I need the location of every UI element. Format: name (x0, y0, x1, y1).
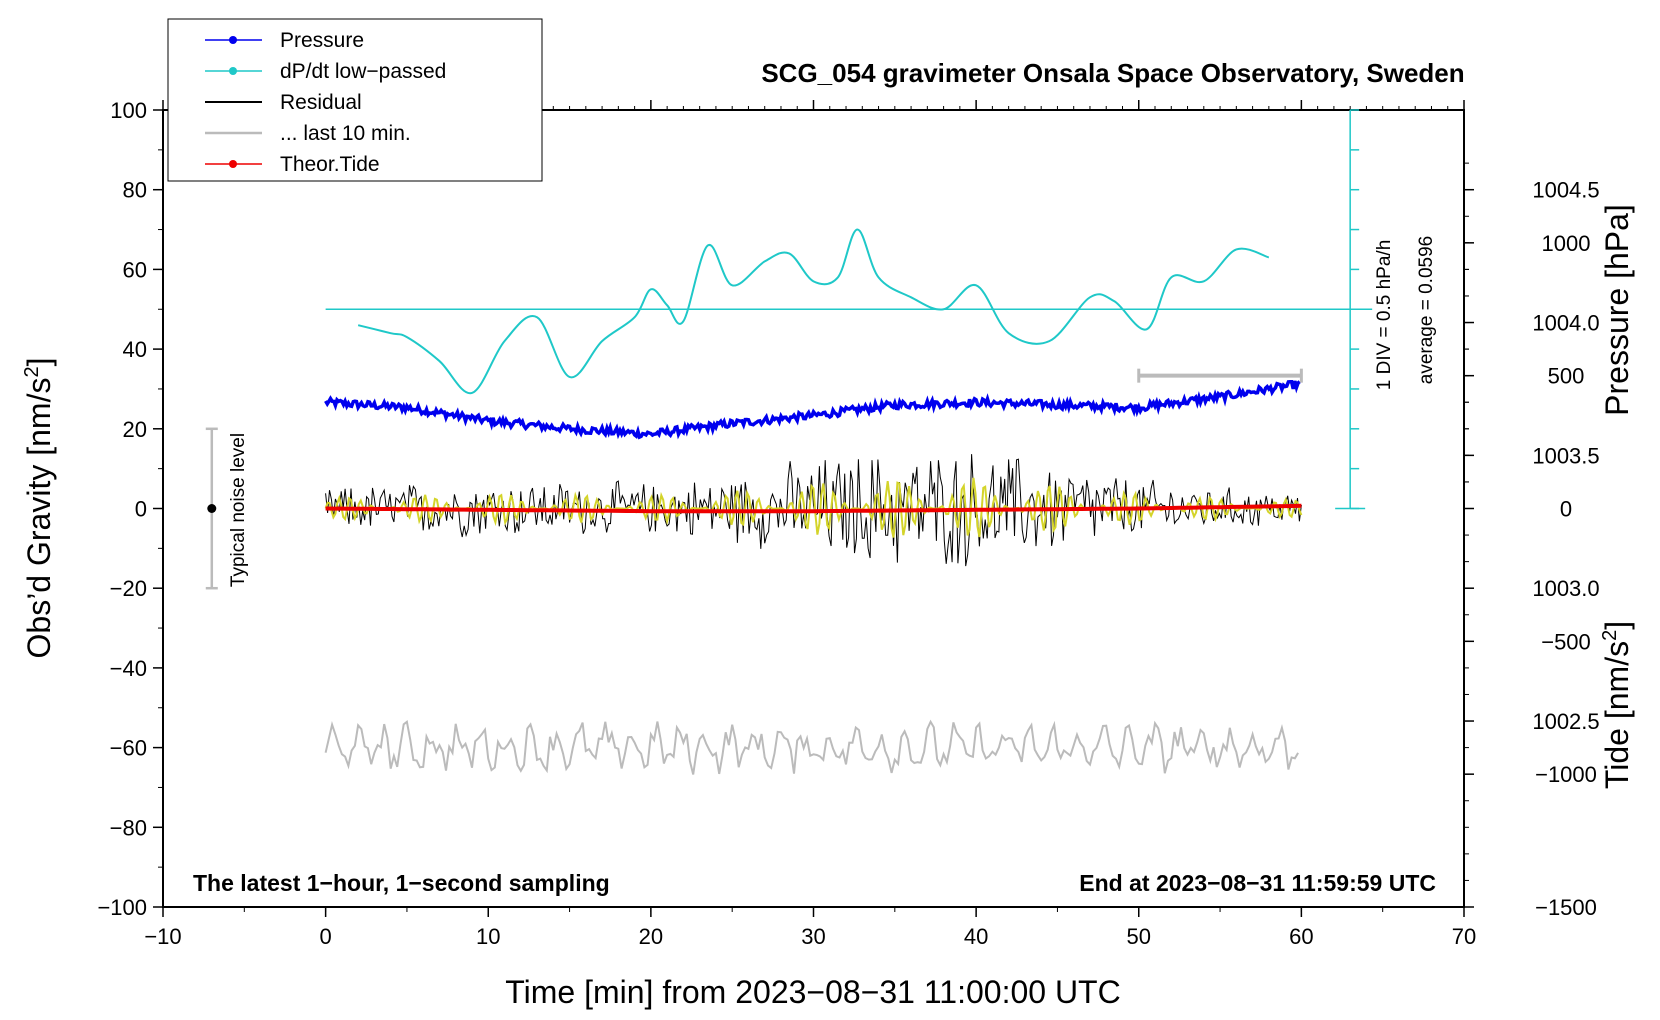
last10-line (324, 719, 1299, 775)
legend-label: dP/dt low−passed (280, 60, 446, 83)
legend-label: Pressure (280, 29, 364, 52)
legend-label: Residual (280, 91, 362, 114)
x-tick-label: 30 (801, 924, 825, 949)
y-tick-label: −60 (110, 736, 147, 761)
axis-ticks: −10 0 10 20 30 40 50 60 70−100−80−60−40−20020406… (97, 98, 1599, 949)
y-axis-title-left-main: Obs’d Gravity [nm/s (21, 378, 57, 659)
noise-label: Typical noise level (228, 433, 249, 587)
y-axis-title-left-sup: 2 (21, 366, 43, 377)
x-tick-label: 70 (1452, 924, 1476, 949)
x-tick-label: −10 (144, 924, 181, 949)
y-tick-label: −40 (110, 656, 147, 681)
pressure-tick-label: 1004.0 (1532, 311, 1599, 336)
tide-tick-label: 500 (1548, 364, 1585, 389)
dpdt-line (357, 228, 1270, 394)
y-tick-label: 60 (123, 257, 147, 282)
filtered-residual-line (324, 477, 1303, 538)
y-tick-label: −100 (97, 895, 147, 920)
y-tick-label: −20 (110, 576, 147, 601)
y-tick-label: 40 (123, 337, 147, 362)
pressure-tick-label: 1002.5 (1532, 709, 1599, 734)
tide-line (325, 503, 1302, 514)
y-axis-title-tide-end: ] (1599, 621, 1635, 630)
tide-tick-label: −1500 (1535, 895, 1597, 920)
legend-marker (229, 160, 237, 168)
series-layer (205, 109, 1373, 775)
x-tick-label: 10 (476, 924, 500, 949)
tide-tick-label: −500 (1541, 629, 1591, 654)
tide-tick-label: −1000 (1535, 762, 1597, 787)
y-axis-title-tide: Tide [nm/s2] (1599, 621, 1635, 789)
y-axis-title-tide-main: Tide [nm/s (1599, 641, 1635, 789)
legend-items: Pressure dP/dt low−passed Residual ... last… (205, 29, 446, 176)
x-tick-label: 20 (639, 924, 663, 949)
y-axis-title-tide-sup: 2 (1599, 630, 1621, 641)
legend-label: Theor.Tide (280, 153, 380, 176)
pressure-tick-label: 1003.5 (1532, 443, 1599, 468)
note-left: The latest 1−hour, 1−second sampling (193, 870, 610, 896)
pressure-average-label: average = 0.0596 (1416, 236, 1437, 384)
tide-tick-label: 1000 (1542, 231, 1591, 256)
legend-box (167, 18, 543, 182)
y-tick-label: 80 (123, 178, 147, 203)
legend-label: ... last 10 min. (280, 122, 411, 145)
y-axis-title-left-end: ] (21, 358, 57, 367)
chart-title: SCG_054 gravimeter Onsala Space Observat… (761, 58, 1464, 88)
note-right: End at 2023−08−31 11:59:59 UTC (1079, 870, 1436, 896)
legend: Pressure dP/dt low−passed Residual ... last… (167, 18, 543, 182)
pressure-tick-label: 1004.5 (1532, 178, 1599, 203)
y-tick-label: 0 (135, 497, 147, 522)
pressure-tick-label: 1003.0 (1532, 576, 1599, 601)
legend-marker (229, 36, 237, 44)
x-tick-label: 40 (964, 924, 988, 949)
pressure-scale-label: 1 DIV = 0.5 hPa/h (1374, 240, 1395, 391)
x-tick-label: 0 (320, 924, 332, 949)
pressure-line (324, 380, 1301, 440)
noise-bar-center (207, 504, 217, 513)
y-tick-label: −80 (110, 815, 147, 840)
legend-marker (229, 67, 237, 75)
x-tick-label: 50 (1127, 924, 1151, 949)
x-axis-title: Time [min] from 2023−08−31 11:00:00 UTC (505, 974, 1120, 1010)
y-axis-title-left: Obs’d Gravity [nm/s2] (21, 358, 57, 659)
y-tick-label: 20 (123, 417, 147, 442)
tide-tick-label: 0 (1560, 497, 1572, 522)
y-tick-label: 100 (110, 98, 147, 123)
y-axis-title-pressure: Pressure [hPa] (1599, 204, 1635, 416)
x-tick-label: 60 (1289, 924, 1313, 949)
